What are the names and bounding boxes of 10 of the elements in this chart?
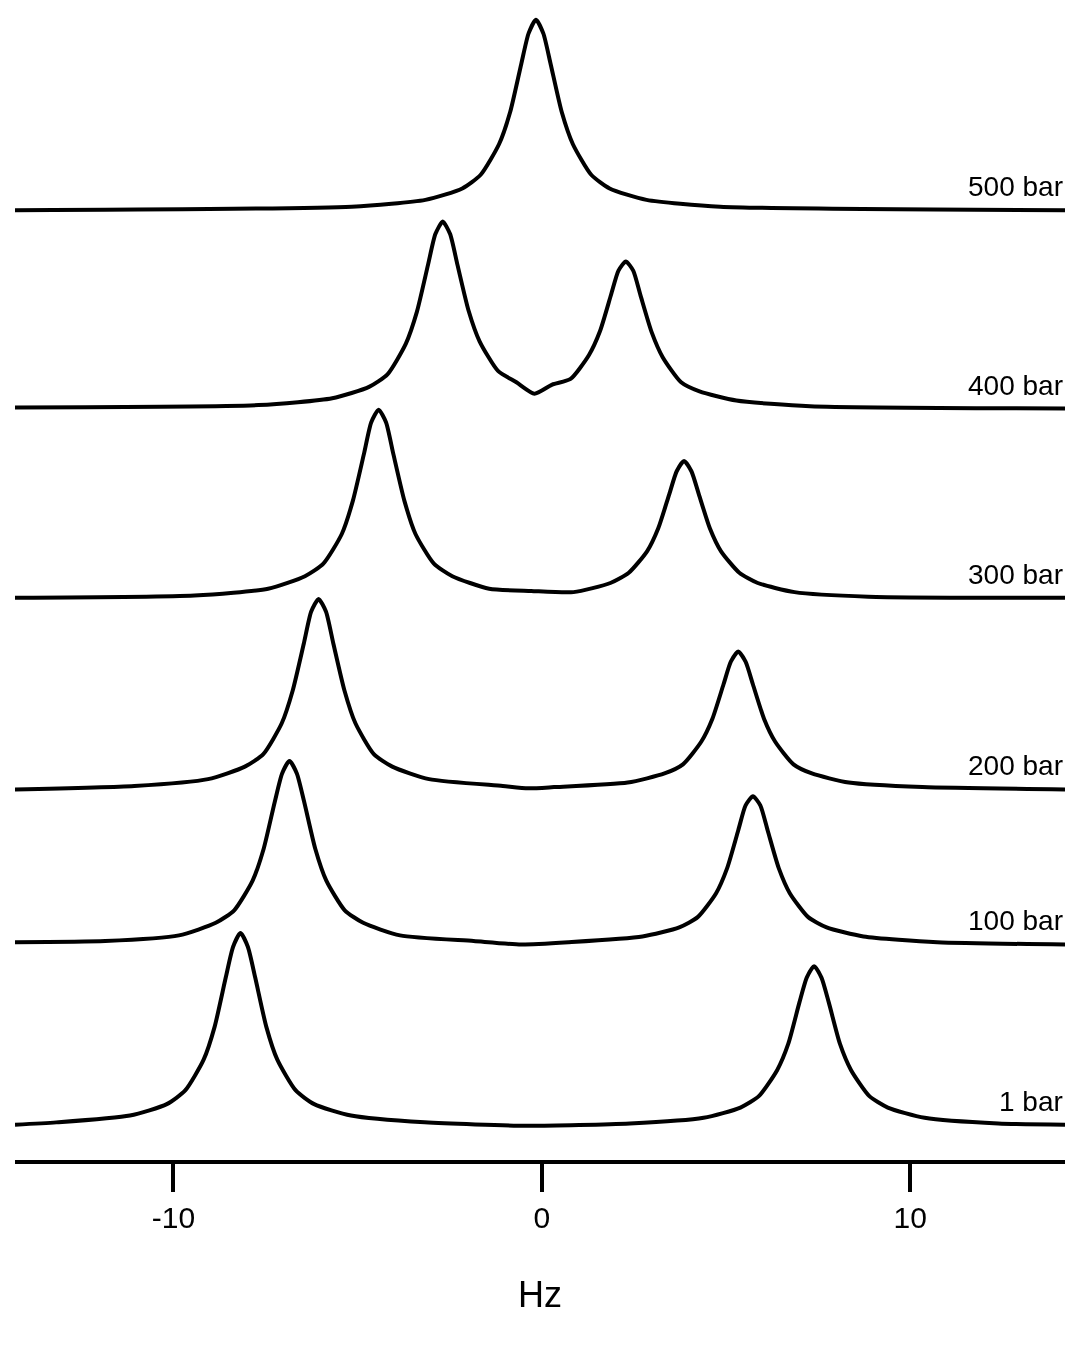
series-label: 100 bar — [968, 905, 1063, 936]
series-label: 200 bar — [968, 750, 1063, 781]
x-tick-label: 0 — [533, 1201, 551, 1234]
series-label: 500 bar — [968, 171, 1063, 202]
x-tick-label: -10 — [151, 1201, 196, 1234]
series-label: 300 bar — [968, 559, 1063, 590]
series-label: 400 bar — [968, 370, 1063, 401]
x-axis-title: Hz — [518, 1274, 562, 1316]
series-label: 1 bar — [999, 1086, 1063, 1117]
x-tick-label: 10 — [893, 1201, 927, 1234]
